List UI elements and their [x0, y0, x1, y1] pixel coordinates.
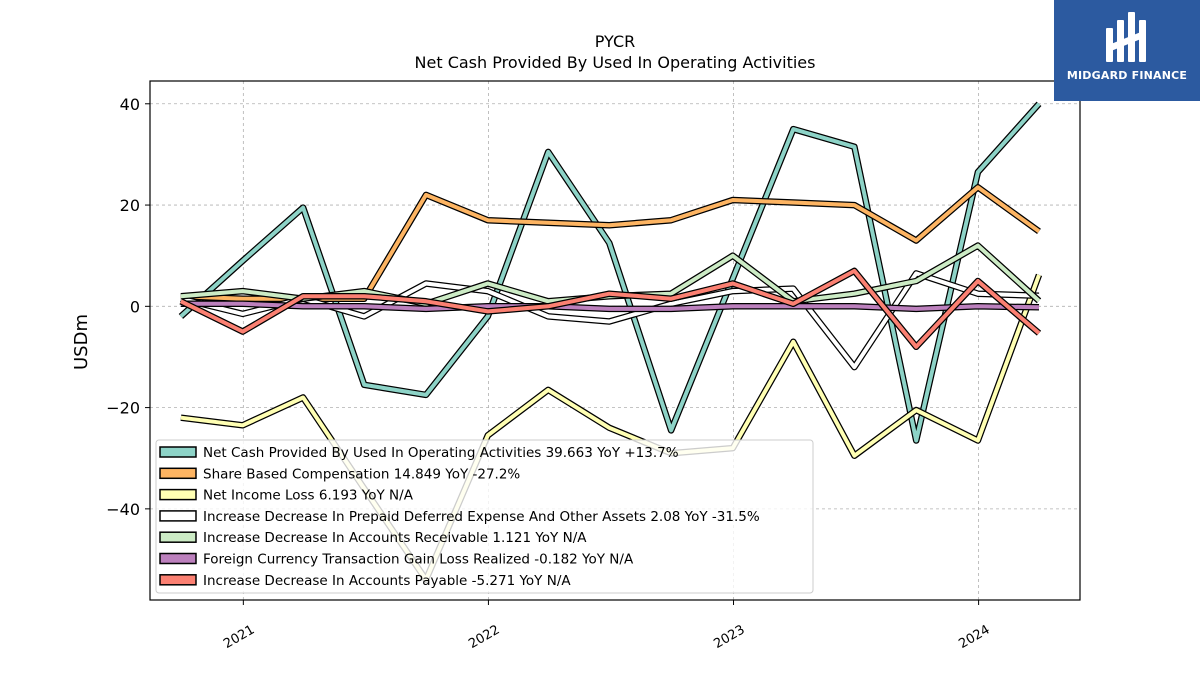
y-axis-label: USDm — [71, 314, 92, 370]
legend-swatch — [159, 467, 197, 480]
legend-swatch — [159, 574, 197, 586]
plot-frame — [149, 80, 1081, 601]
x-tick-label: 2023 — [711, 622, 747, 652]
series-line-stroke — [180, 274, 1041, 582]
y-tick-label: 20 — [120, 196, 140, 215]
series-line-stroke — [180, 268, 1041, 349]
chart-title: PYCR — [595, 32, 635, 51]
logo-mark-icon — [1106, 12, 1146, 62]
legend: Net Cash Provided By Used In Operating A… — [155, 439, 814, 594]
x-tick-label: 2024 — [956, 622, 992, 652]
series-line — [180, 270, 1040, 371]
legend-swatch — [159, 510, 197, 522]
y-tick-label: −20 — [106, 399, 140, 418]
legend-label: Net Income Loss 6.193 YoY N/A — [203, 488, 414, 504]
legend-label: Foreign Currency Transaction Gain Loss R… — [203, 552, 634, 568]
legend-label: Share Based Compensation 14.849 YoY -27.… — [203, 466, 520, 482]
legend-label: Increase Decrease In Accounts Payable -5… — [203, 573, 571, 589]
y-tick-label: 0 — [130, 297, 140, 316]
legend-swatch — [159, 446, 197, 458]
series-line — [178, 101, 1042, 444]
series-line — [180, 273, 1043, 583]
series-line-outline — [178, 101, 1042, 444]
legend-label: Net Cash Provided By Used In Operating A… — [203, 445, 679, 461]
legend-swatch — [159, 488, 197, 501]
brand-name: MIDGARD FINANCE — [1066, 69, 1188, 82]
legend-box — [155, 439, 814, 594]
legend-swatch — [159, 552, 197, 565]
chart-subtitle: Net Cash Provided By Used In Operating A… — [415, 53, 816, 72]
x-tick-label: 2022 — [466, 622, 502, 652]
series-line-stroke — [179, 102, 1041, 443]
legend-label: Increase Decrease In Accounts Receivable… — [203, 530, 587, 546]
series-line-stroke — [180, 301, 1040, 311]
legend-swatch — [159, 531, 197, 543]
series-line — [179, 267, 1042, 351]
y-tick-label: −40 — [106, 500, 140, 519]
series-line — [180, 300, 1040, 313]
legend-label: Increase Decrease In Prepaid Deferred Ex… — [203, 509, 760, 525]
brand-logo: MIDGARD FINANCE — [1054, 0, 1200, 101]
y-tick-label: 40 — [120, 95, 140, 114]
x-tick-label: 2021 — [221, 622, 257, 652]
